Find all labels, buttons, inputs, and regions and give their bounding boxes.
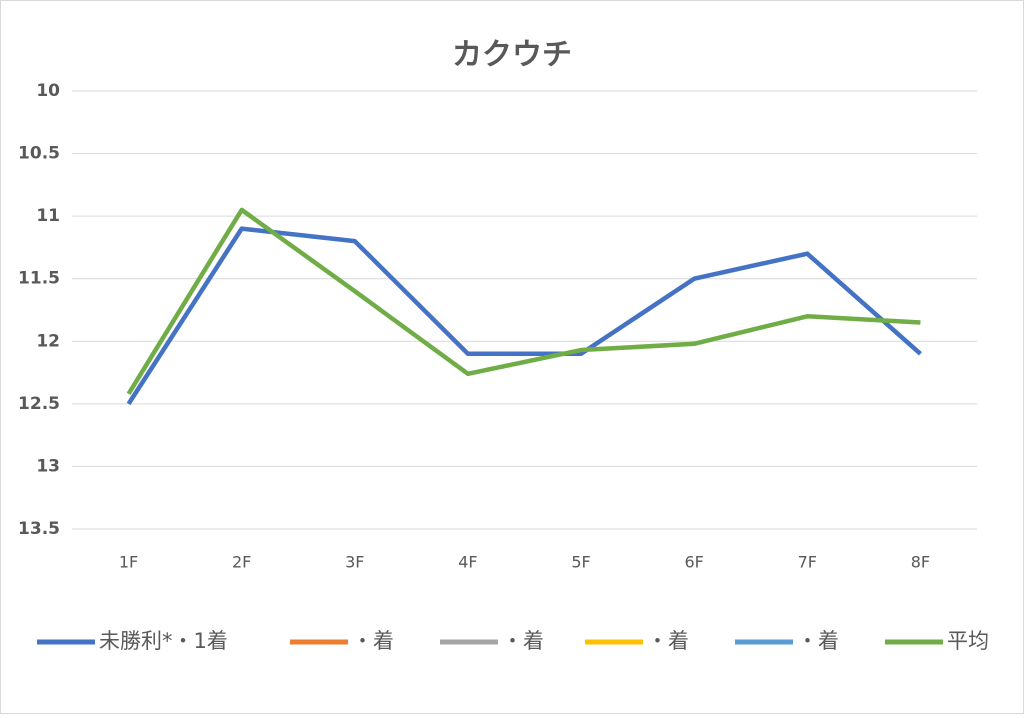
y-tick-label: 12 [36, 331, 60, 351]
y-tick-label: 10.5 [18, 144, 60, 164]
y-tick-label: 13 [36, 456, 60, 476]
x-tick-label: 5F [571, 553, 590, 572]
legend-label: ・着 [352, 629, 394, 653]
x-tick-label: 7F [798, 553, 817, 572]
x-tick-label: 2F [232, 553, 251, 572]
legend-label: ・着 [797, 629, 839, 653]
x-tick-label: 6F [684, 553, 703, 572]
legend-label: 平均 [947, 629, 989, 653]
y-tick-label: 13.5 [18, 519, 60, 539]
y-tick-label: 11.5 [18, 269, 60, 289]
y-tick-label: 11 [36, 206, 60, 226]
y-tick-label: 10 [36, 81, 60, 101]
x-tick-label: 3F [345, 553, 364, 572]
legend-label: ・着 [647, 629, 689, 653]
legend-label: ・着 [502, 629, 544, 653]
x-tick-label: 4F [458, 553, 477, 572]
series-line [126, 226, 922, 406]
series-line [126, 207, 921, 396]
x-tick-label: 1F [119, 553, 138, 572]
y-tick-label: 12.5 [18, 394, 60, 414]
chart-title: カクウチ [452, 38, 572, 73]
x-tick-label: 8F [911, 553, 930, 572]
legend-label: 未勝利*・1着 [99, 629, 228, 653]
